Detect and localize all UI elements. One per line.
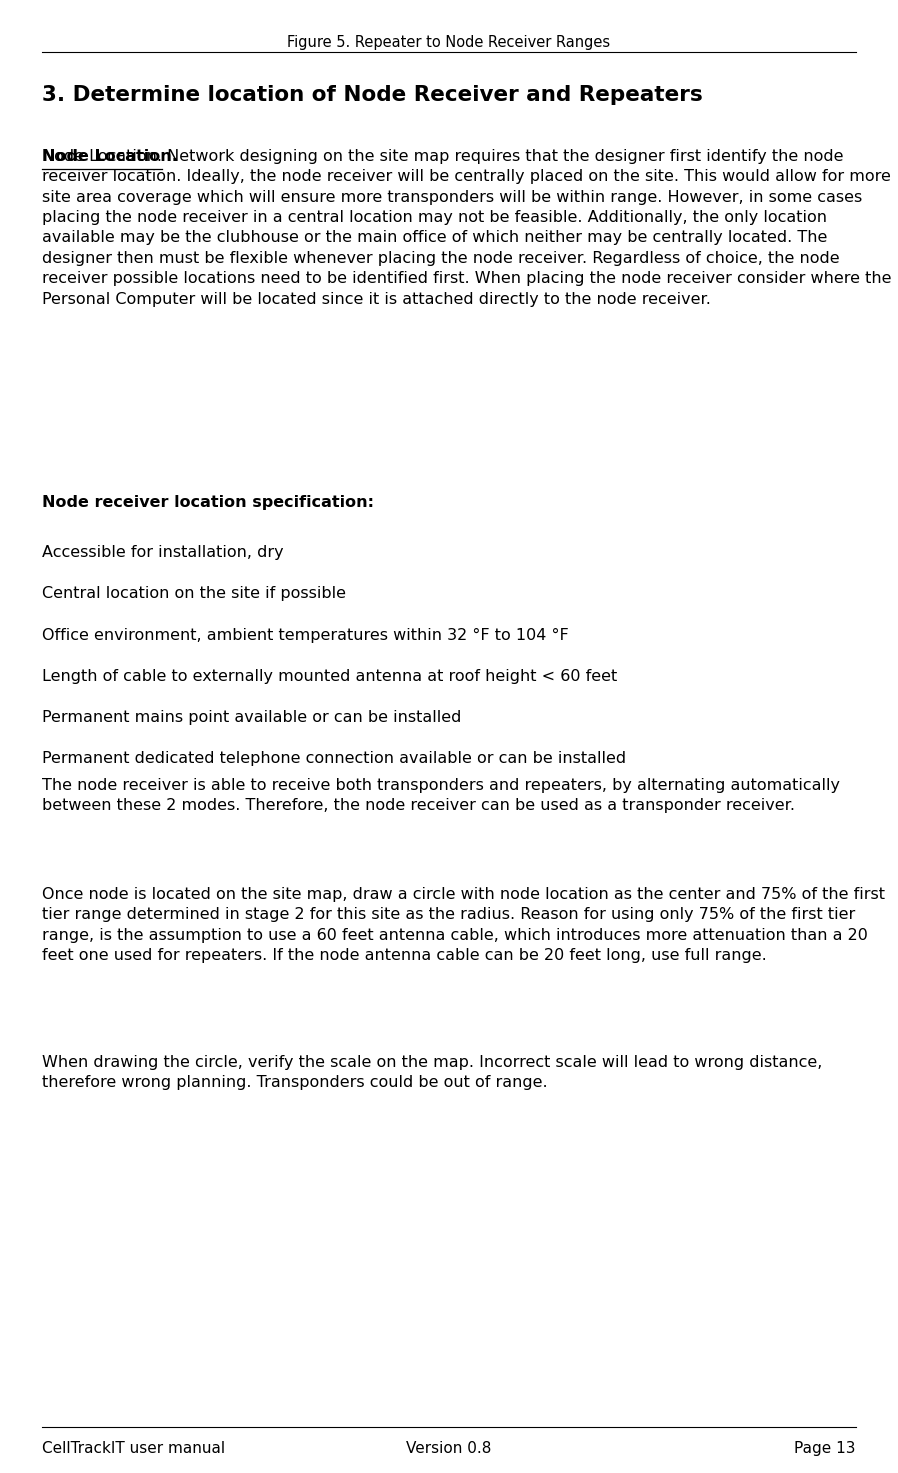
Text: CellTrackIT user manual: CellTrackIT user manual	[42, 1441, 225, 1455]
Text: Page 13: Page 13	[795, 1441, 856, 1455]
Text: When drawing the circle, verify the scale on the map. Incorrect scale will lead : When drawing the circle, verify the scal…	[42, 1055, 823, 1090]
Text: Central location on the site if possible: Central location on the site if possible	[42, 586, 346, 601]
Text: The node receiver is able to receive both transponders and repeaters, by alterna: The node receiver is able to receive bot…	[42, 778, 840, 813]
Text: Length of cable to externally mounted antenna at roof height < 60 feet: Length of cable to externally mounted an…	[42, 669, 617, 683]
Text: Figure 5. Repeater to Node Receiver Ranges: Figure 5. Repeater to Node Receiver Rang…	[287, 35, 611, 50]
Text: Node Location.: Node Location.	[42, 149, 178, 164]
Text: Accessible for installation, dry: Accessible for installation, dry	[42, 545, 284, 560]
Text: Node Location. Network designing on the site map requires that the designer firs: Node Location. Network designing on the …	[42, 149, 892, 306]
Text: Version 0.8: Version 0.8	[406, 1441, 492, 1455]
Text: Permanent mains point available or can be installed: Permanent mains point available or can b…	[42, 710, 462, 725]
Text: Node receiver location specification:: Node receiver location specification:	[42, 495, 374, 510]
Text: Office environment, ambient temperatures within 32 °F to 104 °F: Office environment, ambient temperatures…	[42, 627, 568, 642]
Text: Once node is located on the site map, draw a circle with node location as the ce: Once node is located on the site map, dr…	[42, 887, 885, 963]
Text: 3. Determine location of Node Receiver and Repeaters: 3. Determine location of Node Receiver a…	[42, 85, 703, 106]
Text: Permanent dedicated telephone connection available or can be installed: Permanent dedicated telephone connection…	[42, 751, 626, 766]
